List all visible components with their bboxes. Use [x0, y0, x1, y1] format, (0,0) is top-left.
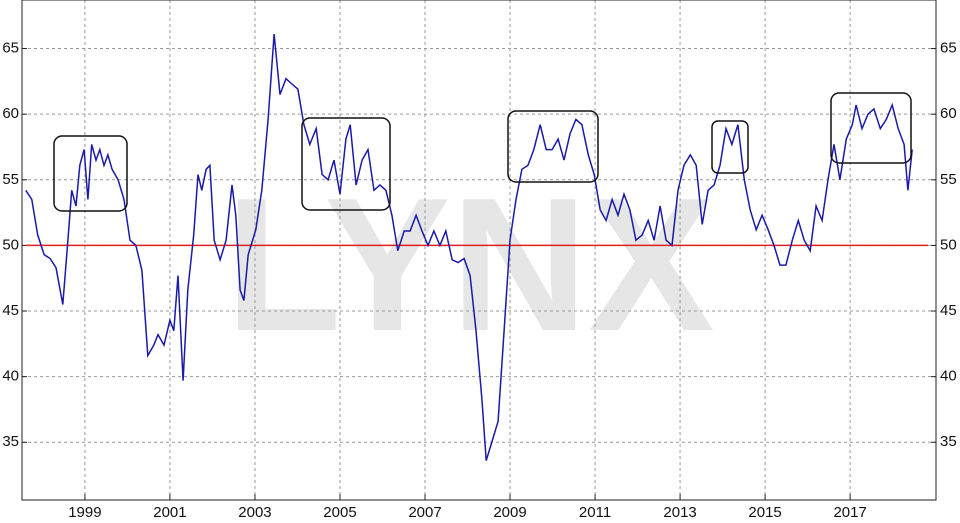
plot-frame	[21, 0, 937, 501]
y2-tick-label: 65	[940, 40, 957, 57]
data-line	[25, 34, 913, 461]
x-tick-label: 2009	[493, 504, 526, 521]
x-tick-label: 1999	[68, 504, 101, 521]
x-tick-label: 2011	[579, 504, 611, 521]
highlight-box	[301, 117, 391, 211]
highlight-box	[711, 120, 749, 174]
y-tick-label: 60	[2, 105, 19, 122]
y2-tick-label: 60	[940, 105, 957, 122]
y-tick-label: 65	[2, 40, 19, 57]
marks	[25, 34, 928, 461]
y2-tick-label: 50	[940, 236, 957, 253]
highlight-box	[830, 92, 912, 164]
y2-tick-label: 40	[940, 368, 957, 385]
y-tick-label: 45	[2, 302, 19, 319]
y-tick-label: 50	[2, 236, 19, 253]
x-tick-label: 2005	[323, 504, 356, 521]
x-tick-label: 2017	[833, 504, 866, 521]
y2-tick-label: 35	[940, 433, 957, 450]
y2-tick-label: 45	[940, 302, 957, 319]
grid	[22, 0, 936, 500]
watermark: LYNX	[225, 159, 714, 371]
x-tick-label: 2003	[238, 504, 271, 521]
y2-tick-label: 55	[940, 171, 957, 188]
y-tick-label: 35	[2, 433, 19, 450]
y-tick-label: 55	[2, 171, 19, 188]
highlight-box	[53, 135, 128, 212]
x-tick-label: 2015	[748, 504, 781, 521]
y-tick-label: 40	[2, 368, 19, 385]
x-tick-label: 2001	[153, 504, 186, 521]
x-tick-label: 2013	[663, 504, 696, 521]
x-tick-label: 2007	[408, 504, 441, 521]
highlight-boxes	[53, 92, 912, 212]
highlight-box	[507, 110, 599, 183]
